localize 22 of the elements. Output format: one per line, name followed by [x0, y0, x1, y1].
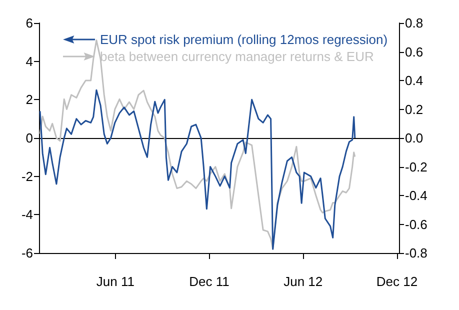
y-tick-label: 2 — [26, 92, 33, 108]
y2-tick-label: 0.2 — [405, 102, 424, 117]
legend-label: EUR spot risk premium (rolling 12mos regression) — [100, 32, 388, 47]
y-tick-label: -2 — [21, 168, 33, 184]
y2-tick-label: 0.0 — [405, 130, 424, 146]
y2-tick-label: 0.4 — [405, 73, 424, 88]
y-tick-label: 4 — [26, 54, 33, 69]
y2-tick-label: -0.8 — [405, 246, 428, 260]
y2-tick-label: 0.6 — [405, 44, 424, 60]
y2-tick-label: -0.6 — [405, 216, 428, 232]
y-tick-label: 6 — [26, 16, 33, 30]
legend-label: beta between currency manager returns & EUR — [100, 49, 374, 64]
x-tick-label: Dec 12 — [376, 274, 418, 289]
y2-tick-label: -0.2 — [405, 159, 428, 174]
y2-tick-label: 0.8 — [405, 16, 424, 30]
y-tick-label: 0 — [26, 130, 33, 146]
x-tick-label: Jun 12 — [284, 274, 323, 289]
y2-tick-label: -0.4 — [405, 188, 428, 203]
y-tick-label: -6 — [21, 246, 33, 260]
x-tick-label: Jun 11 — [96, 274, 134, 289]
x-tick-label: Dec 11 — [189, 274, 230, 289]
y-tick-label: -4 — [21, 207, 33, 222]
